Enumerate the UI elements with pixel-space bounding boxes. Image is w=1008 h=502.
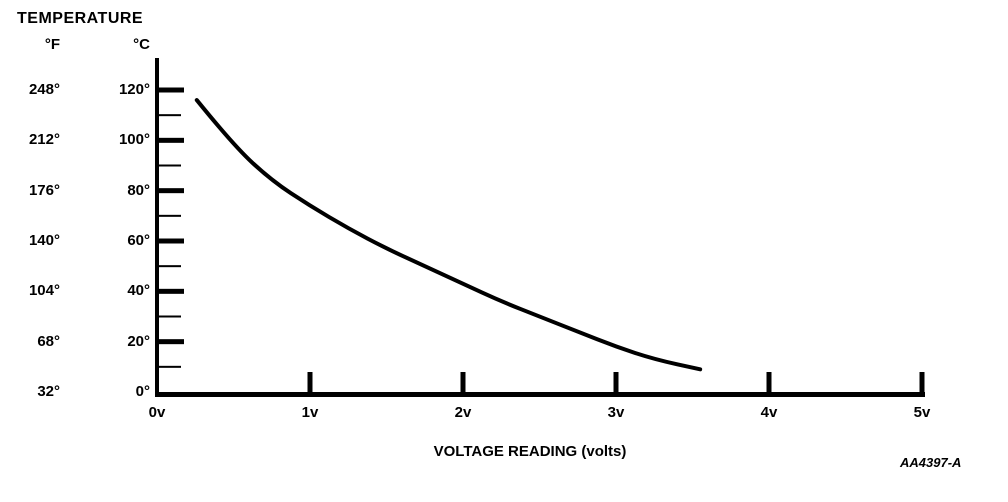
- x-axis-tick: [307, 372, 313, 392]
- y-axis-major-tick: [157, 87, 184, 93]
- x-axis-tick: [919, 372, 925, 392]
- celsius-column-header: °C: [133, 36, 150, 53]
- x-axis-tick-label: 5v: [913, 404, 931, 421]
- y-axis-minor-tick: [157, 214, 181, 217]
- y-axis-label-fahrenheit: 140°: [28, 231, 60, 249]
- x-axis-caption: VOLTAGE READING (volts): [433, 443, 627, 460]
- fahrenheit-column-header: °F: [44, 36, 60, 53]
- y-axis-line: [155, 58, 159, 397]
- x-axis-tick: [460, 372, 466, 392]
- x-axis-tick-label: 3v: [607, 404, 625, 421]
- y-axis-label-celsius: 80°: [127, 181, 150, 199]
- y-axis-label-celsius: 40°: [127, 282, 150, 300]
- y-axis-minor-tick: [157, 315, 181, 318]
- y-axis-label-celsius: 0°: [135, 383, 150, 400]
- x-axis-tick-label: 2v: [454, 404, 472, 421]
- x-axis-tick: [613, 372, 619, 392]
- y-axis-minor-tick: [157, 365, 181, 368]
- y-axis-major-tick: [157, 339, 184, 345]
- y-axis-minor-tick: [157, 164, 181, 167]
- y-axis-label-fahrenheit: 32°: [37, 383, 60, 400]
- x-axis-tick: [766, 372, 772, 392]
- y-axis-major-tick: [157, 188, 184, 194]
- x-axis-tick-label: 4v: [760, 404, 778, 421]
- y-axis-label-celsius: 20°: [127, 332, 150, 350]
- y-axis-label-fahrenheit: 68°: [37, 332, 60, 350]
- y-axis-label-fahrenheit: 104°: [28, 282, 60, 300]
- y-axis-label-celsius: 120°: [118, 80, 150, 98]
- y-axis-label-fahrenheit: 176°: [28, 181, 60, 199]
- figure-number: AA4397-A: [900, 455, 962, 470]
- y-axis-label-celsius: 100°: [118, 131, 150, 149]
- y-axis-label-celsius: 60°: [127, 231, 150, 249]
- x-axis-tick-label: 0v: [148, 404, 166, 421]
- temperature-vs-voltage-curve: [194, 98, 703, 372]
- y-axis-minor-tick: [157, 265, 181, 268]
- y-axis-major-tick: [157, 288, 184, 294]
- y-axis-label-fahrenheit: 212°: [28, 131, 60, 149]
- x-axis-line: [155, 392, 925, 397]
- y-axis-major-tick: [157, 238, 184, 244]
- chart-title: TEMPERATURE: [17, 10, 144, 27]
- y-axis-major-tick: [157, 137, 184, 143]
- y-axis-label-fahrenheit: 248°: [28, 80, 60, 98]
- x-axis-tick-label: 1v: [301, 404, 319, 421]
- y-axis-minor-tick: [157, 114, 181, 117]
